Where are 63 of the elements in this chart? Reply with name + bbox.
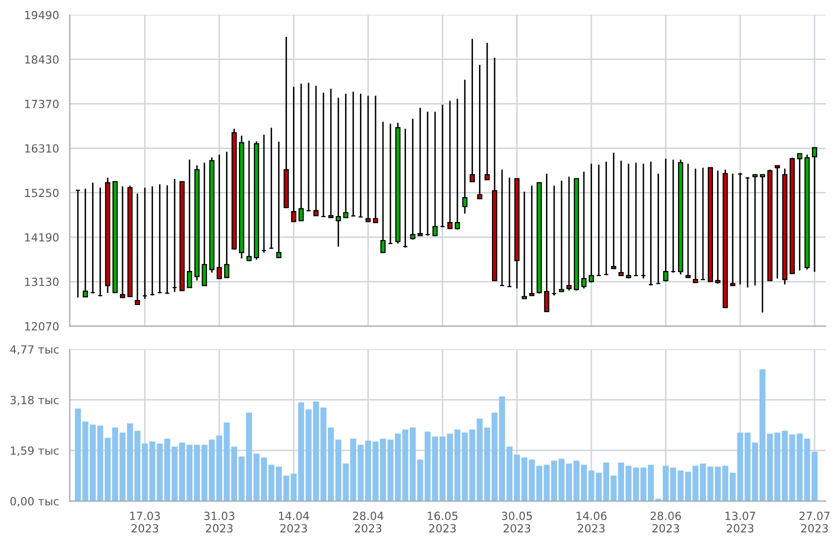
x-tick-label: 14.04 2023: [279, 512, 309, 533]
candlestick: [120, 186, 126, 298]
x-tick-label: 14.06 2023: [576, 512, 607, 533]
x-tick-label: 27.07 2023: [799, 512, 830, 533]
candlestick: [730, 172, 736, 286]
candlestick: [626, 163, 632, 280]
y-tick-label: 19490: [25, 10, 59, 20]
y-tick-label: 3,18 тыс: [10, 396, 59, 406]
y-tick-label: 0,00 тыс: [10, 497, 59, 507]
y-tick-label: 16310: [25, 144, 59, 153]
candlestick: [566, 176, 572, 292]
candlestick: [328, 88, 334, 218]
y-tick-label: 1,59 тыс: [10, 446, 59, 456]
candlestick: [477, 64, 482, 200]
candlestick: [529, 184, 534, 296]
candlestick: [581, 170, 586, 290]
candlestick: [618, 160, 624, 276]
candlestick: [462, 79, 468, 214]
candlestick: [797, 152, 802, 272]
x-tick-label: 16.05 2023: [428, 512, 458, 533]
x-tick-label: 28.04 2023: [353, 512, 384, 533]
candlestick: [343, 93, 348, 218]
y-tick-label: 14190: [25, 233, 59, 242]
candlestick: [752, 174, 758, 286]
candlestick: [224, 151, 230, 278]
y-tick-label: 17370: [25, 100, 59, 108]
candlestick: [558, 180, 564, 292]
candlestick: [410, 118, 416, 240]
candlestick: [82, 188, 88, 298]
y-tick-label: 15250: [25, 188, 59, 198]
candlestick: [715, 170, 720, 284]
candlestick: [760, 174, 766, 314]
candlestick: [484, 42, 490, 180]
candlestick: [522, 190, 527, 300]
y-tick-label: 13130: [25, 278, 59, 286]
candlestick: [380, 121, 386, 254]
candlestick: [276, 141, 282, 258]
candlestick: [470, 38, 475, 182]
candlestick: [298, 83, 304, 222]
candlestick: [202, 162, 207, 286]
y-tick-label: 12070: [25, 322, 59, 331]
candlestick: [134, 192, 140, 306]
x-tick-label: 28.06 2023: [650, 512, 681, 533]
candlestick: [186, 158, 192, 288]
candlestick: [692, 168, 698, 284]
x-tick-label: 13.07 2023: [725, 512, 756, 533]
x-tick-label: 17.03 2023: [130, 512, 160, 533]
candlestick: [774, 164, 780, 280]
candlestick: [544, 172, 550, 312]
x-tick-label: 31.03 2023: [204, 512, 234, 533]
y-tick-label: 4,77 тыс: [10, 345, 59, 355]
candlestick: [246, 140, 252, 262]
candlestick: [313, 85, 319, 216]
candlestick: [336, 97, 341, 248]
candlestick: [372, 95, 378, 224]
candlestick: [454, 98, 460, 230]
candlestick: [418, 107, 423, 236]
candlestick: [611, 152, 616, 270]
candlestick: [447, 100, 453, 230]
y-tick-label: 18430: [25, 55, 59, 64]
x-tick-label: 30.05 2023: [502, 512, 532, 533]
candlestick: [685, 163, 691, 278]
candlestick: [432, 111, 438, 236]
